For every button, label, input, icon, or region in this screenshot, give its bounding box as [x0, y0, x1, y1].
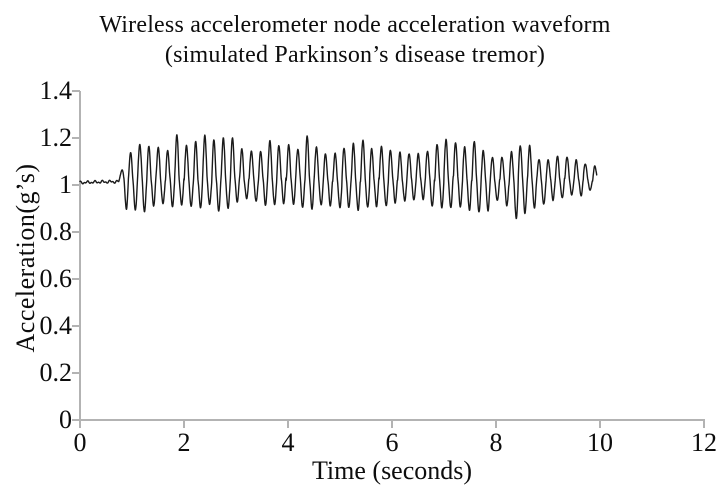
x-tick-label: 12: [691, 428, 717, 457]
x-tick-label: 10: [587, 428, 613, 457]
x-tick-label: 2: [177, 428, 191, 457]
x-axis-title: Time (seconds): [311, 456, 473, 485]
chart-title-line1: Wireless accelerometer node acceleration…: [99, 12, 611, 38]
waveform-path: [79, 134, 598, 220]
x-tick-label: 0: [73, 428, 87, 457]
chart-title: Wireless accelerometer node acceleration…: [10, 10, 700, 70]
x-tick-label: 6: [385, 428, 399, 457]
chart-title-line2: (simulated Parkinson’s disease tremor): [164, 42, 546, 68]
y-tick-label: 0.4: [39, 311, 73, 340]
y-tick-label: 0.8: [39, 217, 73, 246]
y-tick-label: 1.2: [39, 123, 73, 152]
y-tick-label: 1: [59, 170, 72, 199]
y-tick-label: 0: [59, 405, 72, 434]
y-tick-label: 0.6: [39, 264, 73, 293]
y-tick-label: 1.4: [39, 76, 73, 105]
x-tick-label: 8: [489, 428, 503, 457]
x-tick-label: 4: [281, 428, 295, 457]
y-tick-label: 0.2: [39, 358, 73, 387]
